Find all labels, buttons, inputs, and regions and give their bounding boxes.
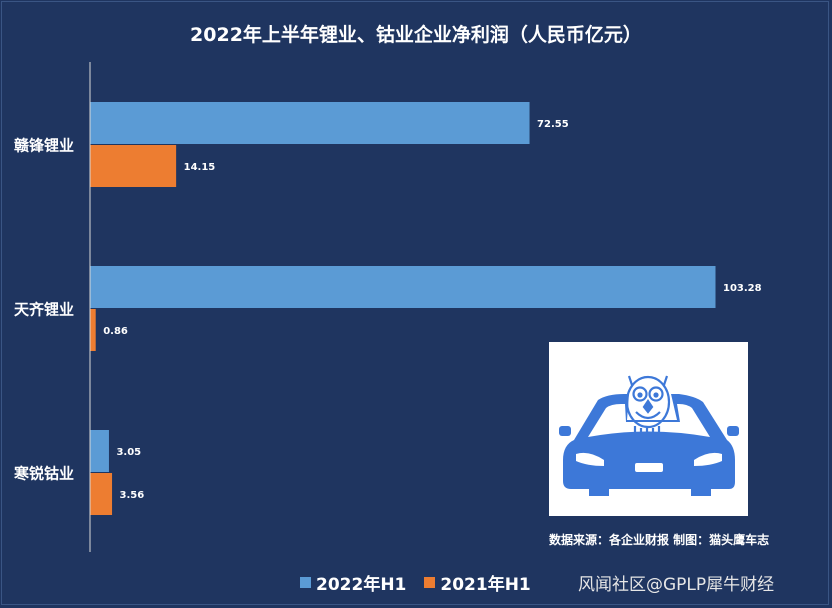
watermark: 风闻社区@GPLP犀牛财经	[578, 575, 775, 595]
data-label: 14.15	[184, 162, 216, 173]
legend-label-2022: 2022年H1	[316, 575, 407, 595]
data-label: 0.86	[103, 326, 128, 337]
category-label: 天齐锂业	[14, 301, 74, 319]
data-label: 3.05	[116, 447, 141, 458]
bar-chart: 赣锋锂业 72.55 14.15 天齐锂业 103.28 0.86 寒锐钴业 3.05 3.56	[14, 62, 762, 552]
legend-swatch-2021	[424, 577, 436, 588]
bar	[90, 266, 716, 308]
bar	[90, 145, 177, 187]
legend-label-2021: 2021年H1	[440, 575, 531, 595]
logo-box	[549, 342, 748, 516]
data-label: 72.55	[537, 119, 569, 130]
bar	[90, 309, 96, 351]
data-label: 3.56	[120, 490, 145, 501]
category-label: 寒锐钴业	[14, 465, 74, 483]
chart-title: 2022年上半年锂业、钴业企业净利润（人民币亿元）	[190, 24, 642, 46]
legend-item-2022: 2022年H1	[300, 570, 406, 595]
category-label: 赣锋锂业	[14, 137, 74, 155]
owl-on-car-icon	[559, 375, 739, 496]
data-label: 103.28	[723, 283, 762, 294]
legend-swatch-2022	[300, 577, 311, 588]
bar	[90, 102, 530, 144]
legend-item-2021: 2021年H1	[424, 570, 531, 595]
chart-legend: 2022年H1 2021年H1	[300, 570, 549, 595]
bar	[90, 473, 113, 515]
source-note: 数据来源：各企业财报 制图：猫头鹰车志	[549, 533, 770, 547]
bar	[90, 430, 109, 472]
